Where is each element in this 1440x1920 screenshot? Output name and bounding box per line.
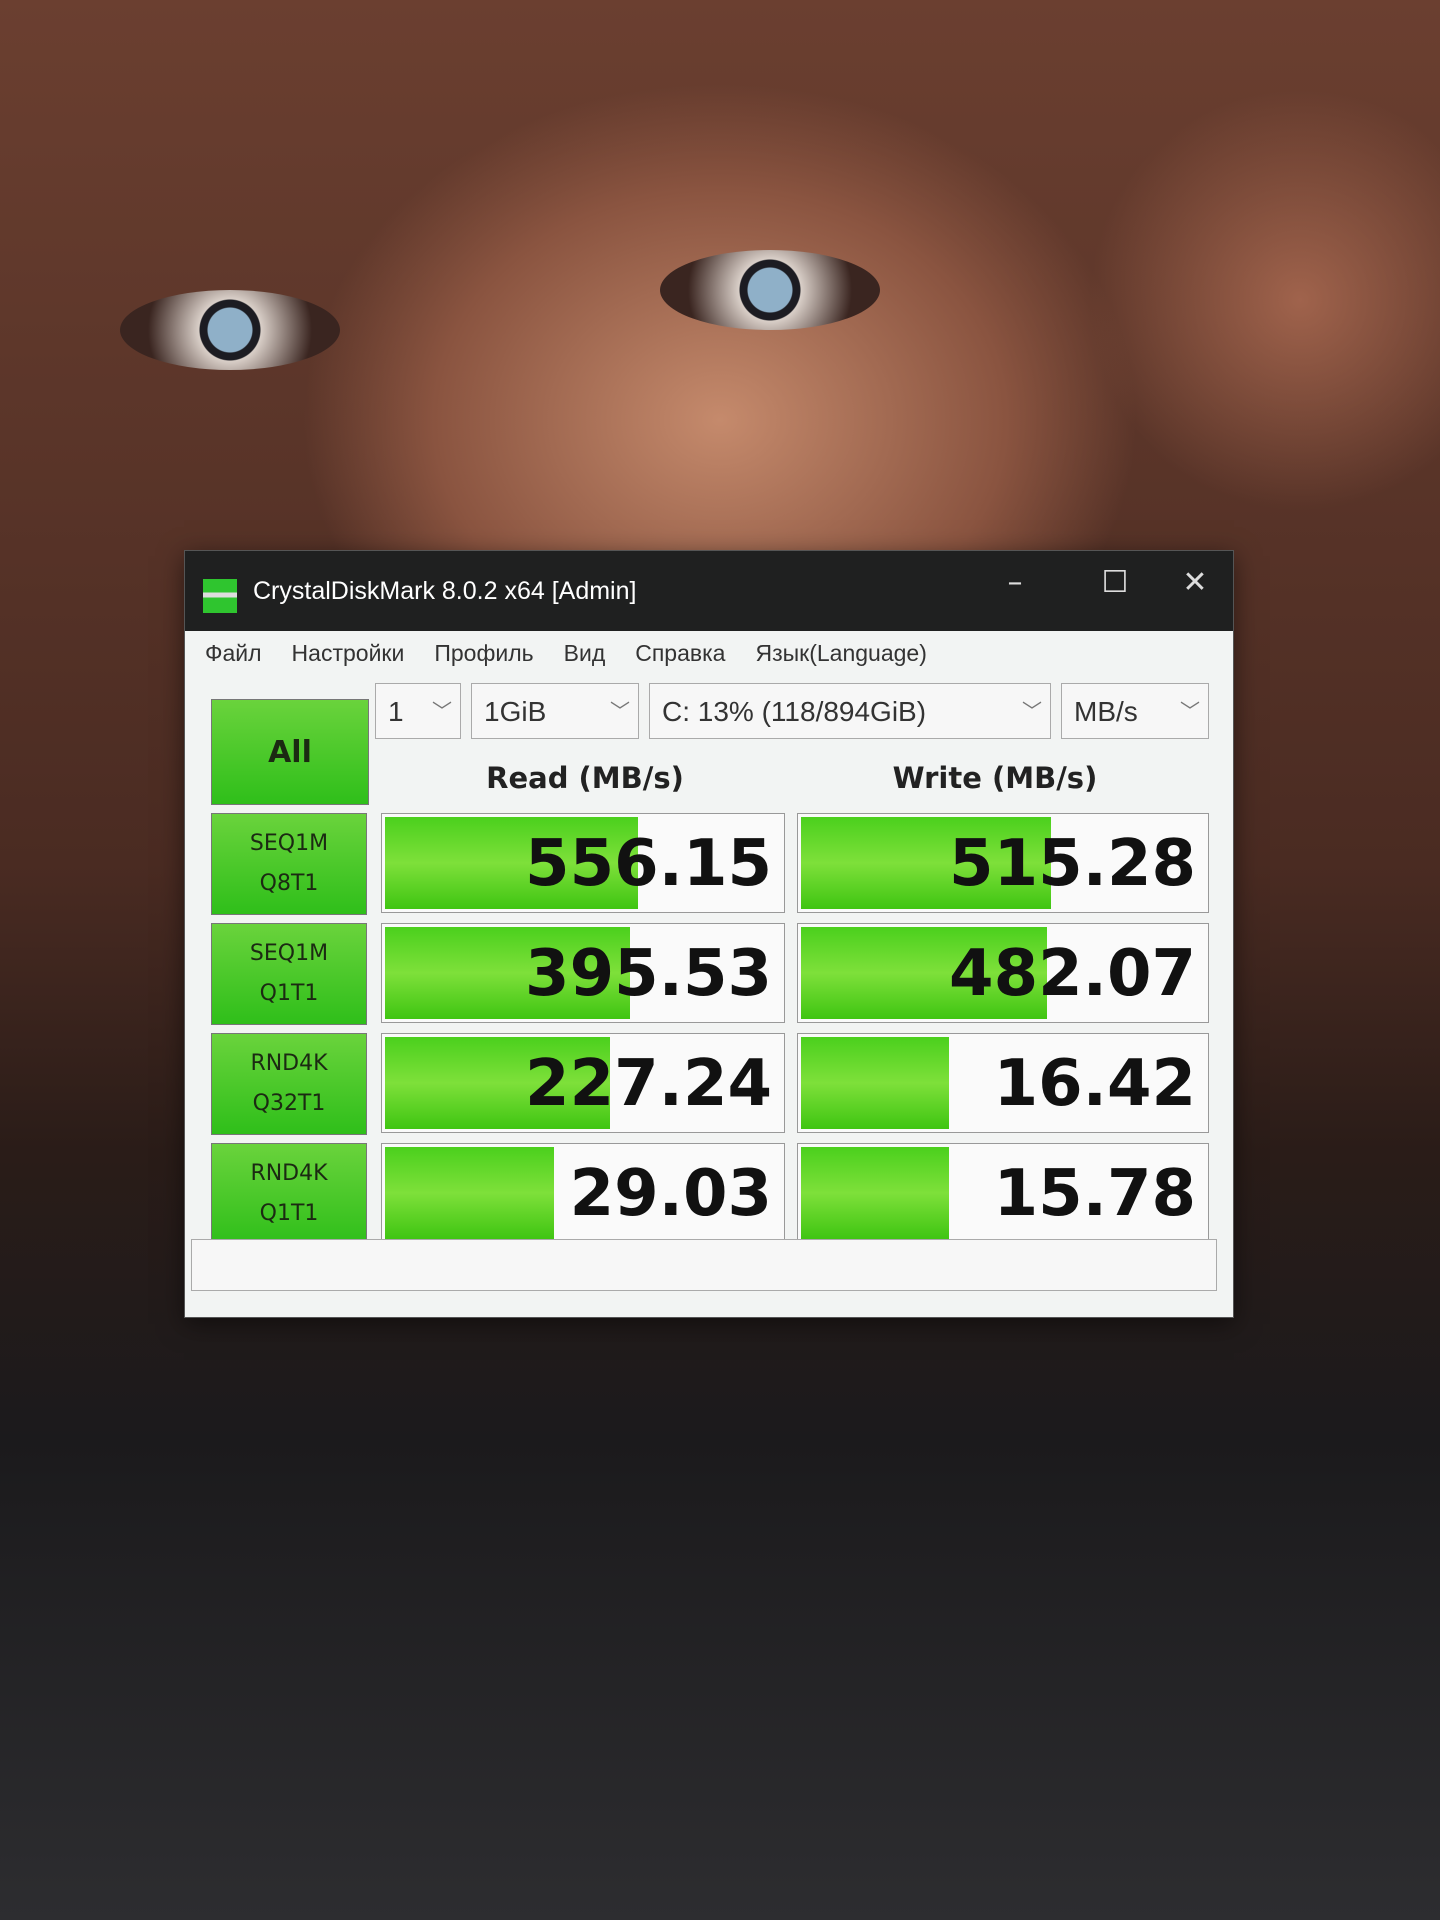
read-bar — [385, 1037, 611, 1129]
write-value: 16.42 — [993, 1047, 1196, 1121]
menu-settings[interactable]: Настройки — [291, 639, 405, 666]
write-bar — [801, 927, 1047, 1019]
app-icon — [203, 579, 237, 613]
all-button[interactable]: All — [211, 699, 369, 805]
test-button[interactable]: SEQ1M Q8T1 — [211, 813, 367, 915]
read-result: 395.53 — [381, 923, 785, 1023]
unit-select[interactable]: MB/s ﹀ — [1061, 683, 1209, 739]
test-queue: Q1T1 — [259, 1201, 319, 1226]
size-value: 1GiB — [484, 696, 547, 727]
write-result: 16.42 — [797, 1033, 1209, 1133]
menu-language[interactable]: Язык(Language) — [755, 639, 927, 666]
menu-file[interactable]: Файл — [205, 639, 262, 666]
menu-help[interactable]: Справка — [635, 639, 726, 666]
title-bar[interactable]: CrystalDiskMark 8.0.2 x64 [Admin] – ☐ ✕ — [185, 551, 1233, 631]
drive-select[interactable]: C: 13% (118/894GiB) ﹀ — [649, 683, 1051, 739]
read-bar — [385, 1147, 554, 1239]
chevron-down-icon: ﹀ — [1180, 701, 1200, 723]
test-name: RND4K — [250, 1161, 328, 1186]
status-bar — [191, 1239, 1217, 1291]
write-result: 15.78 — [797, 1143, 1209, 1243]
read-bar — [385, 817, 639, 909]
read-value: 29.03 — [569, 1157, 772, 1231]
write-value: 515.28 — [949, 827, 1196, 901]
test-queue: Q8T1 — [259, 871, 319, 896]
test-queue: Q32T1 — [252, 1091, 326, 1116]
size-select[interactable]: 1GiB ﹀ — [471, 683, 639, 739]
crystaldiskmark-window: CrystalDiskMark 8.0.2 x64 [Admin] – ☐ ✕ … — [184, 550, 1234, 1318]
read-result: 227.24 — [381, 1033, 785, 1133]
write-value: 15.78 — [993, 1157, 1196, 1231]
read-value: 227.24 — [525, 1047, 772, 1121]
test-name: SEQ1M — [249, 831, 329, 856]
write-bar — [801, 1037, 949, 1129]
read-result: 556.15 — [381, 813, 785, 913]
write-result: 515.28 — [797, 813, 1209, 913]
write-value: 482.07 — [949, 937, 1196, 1011]
read-bar — [385, 927, 631, 1019]
unit-value: MB/s — [1074, 696, 1138, 727]
maximize-icon[interactable]: ☐ — [1101, 565, 1129, 600]
test-button[interactable]: SEQ1M Q1T1 — [211, 923, 367, 1025]
test-name: RND4K — [250, 1051, 328, 1076]
test-queue: Q1T1 — [259, 981, 319, 1006]
test-name: SEQ1M — [249, 941, 329, 966]
background-photo-eye-right — [660, 250, 880, 330]
menu-bar: Файл Настройки Профиль Вид Справка Язык(… — [185, 631, 1233, 675]
chevron-down-icon: ﹀ — [610, 701, 630, 723]
test-button[interactable]: RND4K Q32T1 — [211, 1033, 367, 1135]
window-title: CrystalDiskMark 8.0.2 x64 [Admin] — [253, 577, 637, 605]
test-button[interactable]: RND4K Q1T1 — [211, 1143, 367, 1245]
drive-value: C: 13% (118/894GiB) — [662, 696, 927, 727]
menu-view[interactable]: Вид — [563, 639, 606, 666]
write-header: Write (MB/s) — [892, 761, 1098, 795]
count-select[interactable]: 1 ﹀ — [375, 683, 461, 739]
read-header: Read (MB/s) — [486, 761, 684, 795]
menu-profile[interactable]: Профиль — [434, 639, 534, 666]
read-value: 556.15 — [525, 827, 772, 901]
background-photo-eye-left — [120, 290, 340, 370]
read-value: 395.53 — [525, 937, 772, 1011]
minimize-icon[interactable]: – — [1007, 565, 1023, 600]
write-bar — [801, 1147, 949, 1239]
write-bar — [801, 817, 1052, 909]
write-result: 482.07 — [797, 923, 1209, 1023]
read-result: 29.03 — [381, 1143, 785, 1243]
count-value: 1 — [388, 696, 404, 727]
close-icon[interactable]: ✕ — [1182, 565, 1208, 600]
chevron-down-icon: ﹀ — [1022, 701, 1042, 723]
chevron-down-icon: ﹀ — [432, 701, 452, 723]
